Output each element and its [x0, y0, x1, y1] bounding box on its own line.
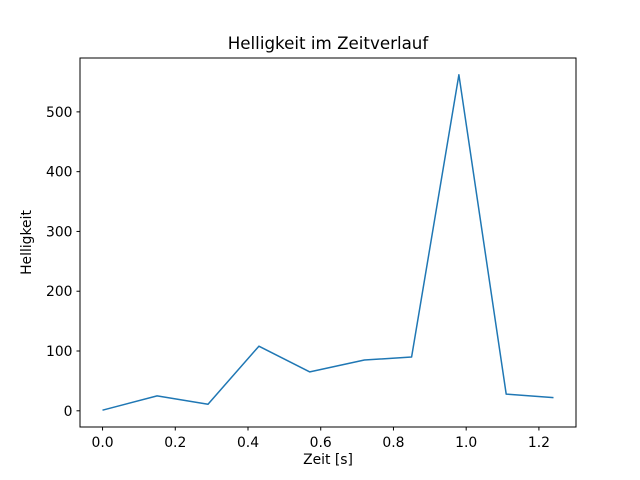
data-line-series [102, 74, 554, 411]
plot-area [80, 58, 576, 427]
x-tick-label: 0.8 [382, 435, 404, 451]
y-tick-label: 100 [46, 344, 73, 360]
x-tick-label: 0.2 [164, 435, 186, 451]
y-tick-label: 300 [46, 224, 73, 240]
y-tick-label: 500 [46, 105, 73, 121]
x-tick-label: 1.2 [528, 435, 550, 451]
x-tick-label: 0.6 [310, 435, 332, 451]
x-tick-label: 1.0 [455, 435, 477, 451]
chart-title: Helligkeit im Zeitverlauf [228, 33, 430, 53]
y-axis-label: Helligkeit [19, 210, 35, 275]
x-axis-label: Zeit [s] [303, 452, 353, 468]
axes-spines [79, 57, 577, 428]
x-tick-label: 0.0 [91, 435, 113, 451]
y-tick-label: 200 [46, 284, 73, 300]
x-tick-label: 0.4 [237, 435, 259, 451]
y-tick-label: 0 [64, 404, 73, 420]
y-tick-label: 400 [46, 165, 73, 181]
